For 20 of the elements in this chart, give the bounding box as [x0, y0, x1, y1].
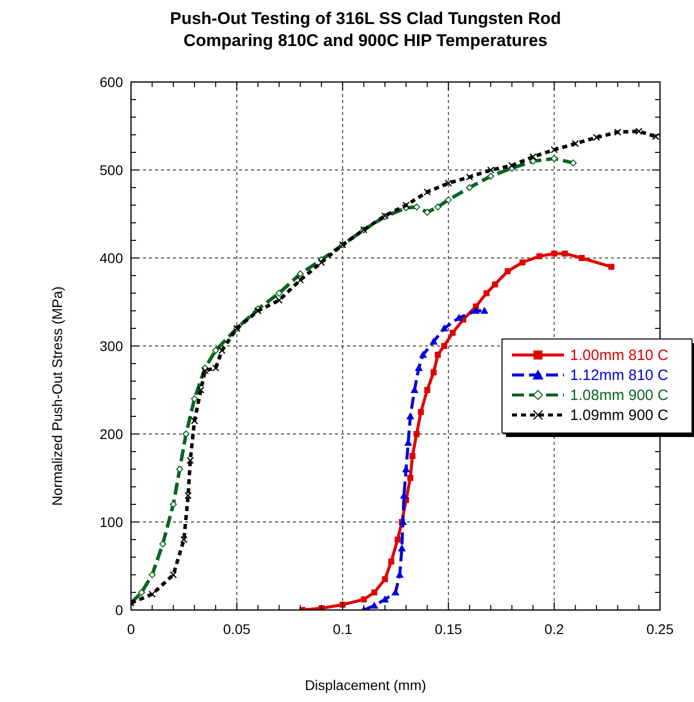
- legend-label: 1.12mm 810 C: [570, 367, 669, 384]
- x-axis-title: Displacement (mm): [304, 677, 426, 693]
- x-tick-label: 0.1: [332, 621, 353, 637]
- y-tick-label: 200: [100, 426, 124, 442]
- x-tick-label: 0.15: [434, 621, 462, 637]
- chart-title: Push-Out Testing of 316L SS Clad Tungsten Rod Comparing 810C and 900C HIP Temperatures: [170, 9, 562, 50]
- legend-label: 1.08mm 900 C: [570, 387, 669, 404]
- y-tick-label: 0: [115, 602, 124, 618]
- y-tick-label: 300: [100, 338, 124, 354]
- legend-label: 1.09mm 900 C: [570, 407, 669, 424]
- legend-label: 1.00mm 810 C: [570, 347, 669, 364]
- x-tick-label: 0: [127, 621, 136, 637]
- x-tick-label: 0.25: [646, 621, 674, 637]
- y-tick-label: 600: [100, 74, 124, 90]
- y-tick-label: 500: [100, 162, 124, 178]
- y-tick-label: 400: [100, 250, 124, 266]
- y-axis-title: Normalized Push-Out Stress (MPa): [49, 286, 65, 506]
- x-tick-label: 0.05: [223, 621, 251, 637]
- x-tick-label: 0.2: [544, 621, 564, 637]
- y-tick-label: 100: [100, 514, 124, 530]
